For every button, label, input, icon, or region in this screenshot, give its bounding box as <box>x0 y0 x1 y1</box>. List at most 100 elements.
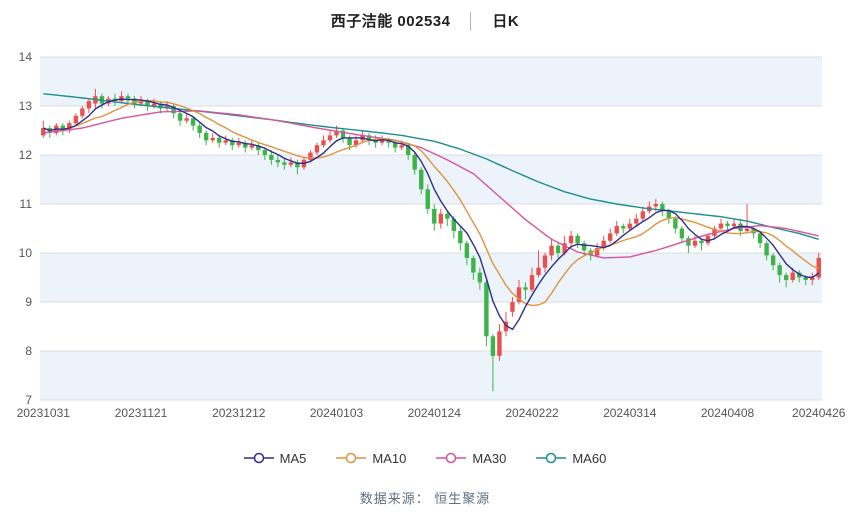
candle-body <box>340 130 346 138</box>
x-axis-label: 20240426 <box>792 406 846 420</box>
x-axis-label: 20240408 <box>701 406 755 420</box>
candle-body <box>445 213 450 219</box>
bands <box>40 57 822 400</box>
y-axis-label: 9 <box>25 295 32 309</box>
candle-body <box>497 331 502 356</box>
candle-body <box>308 152 313 160</box>
candle-body <box>783 275 789 280</box>
legend: MA5 MA10 MA30 MA60 <box>0 448 850 468</box>
candle-body <box>217 137 222 143</box>
legend-item-ma10: MA10 <box>336 451 406 466</box>
legend-label: MA5 <box>279 450 307 466</box>
x-axis-label: 20231212 <box>212 406 266 420</box>
candle-body <box>692 240 698 246</box>
candle-body <box>653 204 659 207</box>
candle-body <box>60 125 66 131</box>
legend-marker-icon <box>536 452 567 464</box>
candle-body <box>125 96 131 99</box>
x-axis-label: 20240314 <box>603 406 657 420</box>
title-separator-icon: │ <box>466 13 477 30</box>
candle-body <box>464 243 470 258</box>
x-axis-label: 20231121 <box>115 406 168 420</box>
candle-body <box>666 211 672 219</box>
candle-body <box>419 169 424 190</box>
candle-body <box>757 233 763 244</box>
candle-body <box>673 218 678 229</box>
candle-body <box>634 218 639 224</box>
candle-body <box>353 140 359 146</box>
legend-item-ma60: MA60 <box>536 451 606 466</box>
data-source: 数据来源： 恒生聚源 <box>359 491 491 506</box>
candle-body <box>223 140 228 143</box>
candle-body <box>41 128 46 136</box>
candle-body <box>334 130 339 136</box>
candle-body <box>627 223 632 229</box>
candle-body <box>373 140 378 143</box>
candle-body <box>210 137 215 141</box>
candle-body <box>425 189 430 209</box>
candle-body <box>770 255 776 266</box>
candle-body <box>660 204 665 212</box>
candle-body <box>230 140 235 146</box>
legend-marker-icon <box>436 452 467 464</box>
candle-body <box>699 240 704 244</box>
candle-body <box>712 228 717 236</box>
candle-body <box>203 132 209 141</box>
x-axis-label: 20240222 <box>505 406 559 420</box>
y-axis-label: 7 <box>25 393 32 407</box>
x-axis-labels: 20231031 20231121 20231212 20240103 20240124… <box>17 406 846 420</box>
x-axis-label: 20240103 <box>310 406 364 420</box>
candle-body <box>197 125 202 133</box>
chart-area: 7 8 9 10 11 12 13 14 20231031 20231121 20231212 202… <box>0 30 850 428</box>
candle-body <box>275 159 281 163</box>
ma30-line <box>43 110 819 259</box>
candle-body <box>608 233 613 241</box>
candle-body <box>177 113 183 121</box>
stock-title: 西子洁能 002534 <box>330 13 451 30</box>
x-axis-label: 20240124 <box>408 406 462 420</box>
candle-body <box>718 223 724 229</box>
candle-body <box>243 142 248 148</box>
candle-body <box>171 106 176 114</box>
candle-body <box>594 248 600 256</box>
candle-body <box>744 228 750 231</box>
candle-body <box>581 243 587 251</box>
candle-body <box>314 145 320 153</box>
candle-body <box>555 245 561 253</box>
candle-body <box>451 218 457 231</box>
legend-marker-icon <box>243 452 274 464</box>
y-axis-label: 13 <box>19 99 33 113</box>
candle-body <box>725 223 730 227</box>
candle-body <box>73 115 79 124</box>
candle-body <box>490 336 496 356</box>
candle-body <box>158 103 163 109</box>
candle-body <box>262 150 268 155</box>
legend-label: MA10 <box>372 450 407 466</box>
candle-body <box>80 108 85 116</box>
candle-body <box>477 272 483 283</box>
candle-body <box>510 302 515 312</box>
candle-body <box>640 211 645 219</box>
candle-body <box>777 265 782 276</box>
legend-label: MA60 <box>572 450 607 466</box>
ma5-line <box>43 98 820 331</box>
candle-body <box>145 101 150 106</box>
candle-body <box>523 287 528 290</box>
candle-body <box>516 287 522 302</box>
candle-body <box>731 223 737 227</box>
candle-body <box>536 267 541 276</box>
legend-item-ma30: MA30 <box>436 451 506 466</box>
candle-body <box>458 230 463 244</box>
candle-body <box>236 142 241 146</box>
legend-item-ma5: MA5 <box>243 450 307 466</box>
candle-body <box>484 282 489 337</box>
candle-body <box>190 118 196 126</box>
candle-body <box>568 235 574 244</box>
candle-body <box>151 103 157 106</box>
candle-body <box>405 145 411 155</box>
legend-marker-icon <box>336 452 367 464</box>
candle-body <box>67 123 72 131</box>
candle-body <box>132 98 137 104</box>
